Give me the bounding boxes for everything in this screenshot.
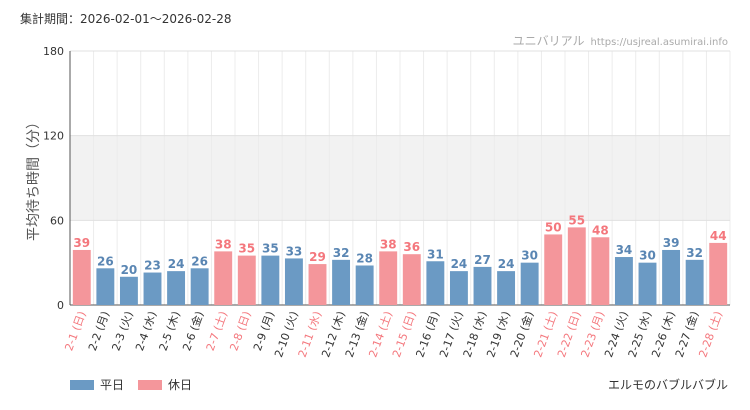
bar-value-label: 26 bbox=[191, 254, 208, 268]
bar-value-label: 39 bbox=[73, 236, 90, 250]
bar-value-label: 20 bbox=[121, 263, 138, 277]
bar bbox=[402, 254, 421, 305]
bar-value-label: 28 bbox=[356, 251, 373, 265]
bar bbox=[355, 265, 374, 305]
bar-value-label: 35 bbox=[238, 242, 255, 256]
bar-value-label: 24 bbox=[498, 257, 515, 271]
bar-value-label: 23 bbox=[144, 259, 161, 273]
y-tick-label: 60 bbox=[50, 214, 64, 227]
bar bbox=[567, 227, 586, 305]
site-name: ユニバリアル bbox=[512, 34, 585, 48]
x-tick-label: 2-8 (日) bbox=[227, 310, 253, 353]
bar bbox=[426, 261, 445, 305]
bar-value-label: 31 bbox=[427, 247, 444, 261]
bar-value-label: 24 bbox=[168, 257, 185, 271]
bar-value-label: 44 bbox=[710, 229, 727, 243]
bar bbox=[96, 268, 115, 305]
bar-value-label: 34 bbox=[616, 243, 633, 257]
bar-value-label: 29 bbox=[309, 250, 326, 264]
bar-value-label: 36 bbox=[403, 240, 420, 254]
x-tick-label: 2-2 (月) bbox=[86, 310, 112, 353]
weekday-swatch bbox=[70, 379, 94, 390]
attraction-name: エルモのバブルバブル bbox=[607, 378, 728, 392]
x-tick-label: 2-3 (火) bbox=[109, 310, 135, 353]
x-tick-label: 2-28 (土) bbox=[696, 310, 725, 360]
bar-value-label: 33 bbox=[286, 244, 303, 258]
x-tick-label: 2-9 (月) bbox=[251, 310, 277, 353]
bar bbox=[190, 268, 209, 305]
x-tick-label: 2-7 (土) bbox=[204, 310, 230, 353]
bar bbox=[261, 255, 280, 305]
bar-value-label: 32 bbox=[686, 246, 703, 260]
y-tick-label: 0 bbox=[57, 299, 64, 312]
bar-value-label: 55 bbox=[568, 213, 585, 227]
bar bbox=[544, 234, 563, 305]
site-label: ユニバリアル https://usjreal.asumirai.info bbox=[513, 32, 728, 49]
bar bbox=[214, 251, 233, 305]
bar bbox=[520, 262, 539, 305]
bar-value-label: 35 bbox=[262, 242, 279, 256]
bar bbox=[473, 266, 492, 305]
bar-value-label: 32 bbox=[333, 246, 350, 260]
x-tick-label: 2-6 (金) bbox=[179, 309, 206, 352]
bar-value-label: 27 bbox=[474, 253, 491, 267]
bar-value-label: 39 bbox=[663, 236, 680, 250]
x-tick-label: 2-1 (日) bbox=[62, 310, 88, 353]
bar bbox=[237, 255, 256, 305]
bar-value-label: 26 bbox=[97, 254, 114, 268]
x-tick-label: 2-5 (木) bbox=[157, 310, 183, 353]
bar-value-label: 38 bbox=[380, 237, 397, 251]
legend-weekday: 平日 bbox=[70, 376, 124, 393]
period-label: 集計期間：2026-02-01～2026-02-28 bbox=[20, 12, 232, 26]
bar bbox=[379, 251, 398, 305]
bar-value-label: 48 bbox=[592, 223, 609, 237]
bar bbox=[614, 257, 633, 305]
bar-value-label: 30 bbox=[521, 249, 538, 263]
bar bbox=[167, 271, 186, 305]
bar bbox=[497, 271, 516, 305]
bar bbox=[591, 237, 610, 305]
x-tick-label: 2-4 (水) bbox=[133, 310, 159, 353]
bar bbox=[662, 249, 681, 305]
legend-weekday-label: 平日 bbox=[100, 378, 125, 392]
site-url[interactable]: https://usjreal.asumirai.info bbox=[590, 37, 728, 48]
bar-value-label: 30 bbox=[639, 249, 656, 263]
bar bbox=[332, 259, 351, 305]
bar bbox=[449, 271, 468, 305]
bar bbox=[119, 276, 138, 305]
bar bbox=[72, 249, 91, 305]
legend-holiday-label: 休日 bbox=[168, 378, 193, 392]
bar-value-label: 38 bbox=[215, 237, 232, 251]
y-tick-label: 180 bbox=[43, 45, 64, 58]
y-tick-label: 120 bbox=[43, 130, 64, 143]
bar bbox=[685, 259, 704, 305]
bar-value-label: 50 bbox=[545, 220, 562, 234]
legend: 平日 休日 bbox=[70, 376, 206, 393]
holiday-swatch bbox=[138, 379, 163, 390]
y-axis-label: 平均待ち時間（分） bbox=[26, 115, 42, 241]
bar-value-label: 24 bbox=[451, 257, 468, 271]
bar bbox=[308, 264, 327, 305]
bar bbox=[709, 242, 728, 305]
legend-holiday: 休日 bbox=[138, 376, 192, 393]
bar bbox=[143, 272, 162, 305]
bar bbox=[284, 258, 303, 305]
bar bbox=[638, 262, 657, 305]
